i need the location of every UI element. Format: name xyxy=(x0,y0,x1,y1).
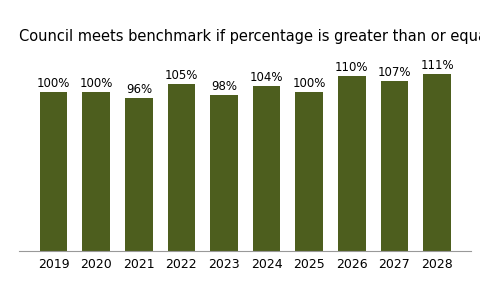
Bar xyxy=(295,92,323,251)
Text: 98%: 98% xyxy=(211,80,237,93)
Bar xyxy=(380,81,408,251)
Bar xyxy=(422,74,450,251)
Text: 105%: 105% xyxy=(164,69,198,82)
Text: 100%: 100% xyxy=(37,77,70,90)
Bar xyxy=(125,98,152,251)
Text: Council meets benchmark if percentage is greater than or equal to 100%: Council meets benchmark if percentage is… xyxy=(19,29,480,44)
Bar xyxy=(40,92,67,251)
Text: 100%: 100% xyxy=(79,77,113,90)
Bar xyxy=(252,86,280,251)
Bar xyxy=(82,92,110,251)
Text: 107%: 107% xyxy=(377,66,410,79)
Text: 104%: 104% xyxy=(249,71,283,84)
Bar xyxy=(337,76,365,251)
Bar xyxy=(167,84,195,251)
Text: 100%: 100% xyxy=(292,77,325,90)
Text: 110%: 110% xyxy=(335,61,368,74)
Bar xyxy=(210,95,238,251)
Text: 111%: 111% xyxy=(420,60,453,73)
Text: 96%: 96% xyxy=(125,83,152,96)
